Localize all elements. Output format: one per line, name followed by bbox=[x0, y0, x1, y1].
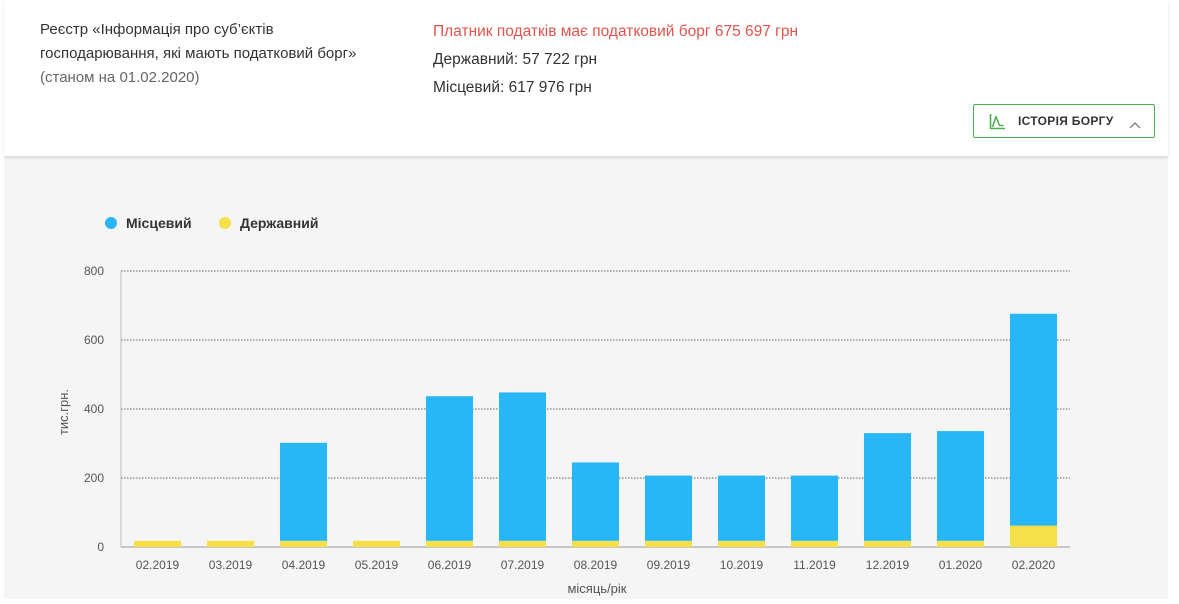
debt-summary: Платник податків має податковий борг 675… bbox=[433, 18, 798, 102]
bar-state-02.2020 bbox=[1009, 525, 1058, 547]
bar-local-04.2019 bbox=[279, 442, 328, 541]
registry-card: Реєстр «Інформація про суб’єктів господа… bbox=[4, 0, 1168, 156]
bar-state-02.2019 bbox=[133, 540, 182, 547]
bar-state-08.2019 bbox=[571, 540, 620, 547]
x-tick-label: 04.2019 bbox=[282, 558, 326, 572]
registry-title: Реєстр «Інформація про суб’єктів господа… bbox=[40, 21, 357, 62]
bar-local-11.2019 bbox=[790, 475, 839, 541]
debt-history-label: ІСТОРІЯ БОРГУ bbox=[1018, 114, 1114, 128]
chart-panel: Місцевий Державний 0 200 400 600 800 02.2019 0… bbox=[4, 156, 1168, 599]
x-tick-label: 12.2019 bbox=[866, 558, 910, 572]
x-axis-label: місяць/рік bbox=[567, 581, 626, 596]
bar-chart: 0 200 400 600 800 02.2019 03.2019 04.2019 05.201… bbox=[56, 264, 1070, 596]
registry-date: (станом на 01.02.2020) bbox=[40, 69, 200, 86]
bar-local-07.2019 bbox=[498, 392, 547, 541]
debt-history-button[interactable]: ІСТОРІЯ БОРГУ bbox=[973, 104, 1155, 138]
x-tick-label: 05.2019 bbox=[355, 558, 399, 572]
bar-local-10.2019 bbox=[717, 475, 766, 541]
registry-info: Реєстр «Інформація про суб’єктів господа… bbox=[40, 18, 380, 90]
bar-local-12.2019 bbox=[863, 433, 912, 541]
x-tick-label: 01.2020 bbox=[939, 558, 983, 572]
bar-state-07.2019 bbox=[498, 540, 547, 547]
y-tick-label: 600 bbox=[84, 333, 104, 347]
bar-state-10.2019 bbox=[717, 540, 766, 547]
y-tick-label: 0 bbox=[97, 540, 104, 554]
legend-local[interactable]: Місцевий bbox=[105, 215, 192, 231]
x-tick-label: 11.2019 bbox=[793, 558, 836, 572]
x-tick-label: 08.2019 bbox=[574, 558, 618, 572]
bar-local-09.2019 bbox=[644, 475, 693, 541]
bar-local-06.2019 bbox=[425, 396, 474, 541]
x-tick-label: 09.2019 bbox=[647, 558, 691, 572]
x-tick-label: 02.2020 bbox=[1012, 558, 1056, 572]
debt-total: Платник податків має податковий борг 675… bbox=[433, 23, 798, 40]
x-tick-label: 02.2019 bbox=[136, 558, 180, 572]
bar-state-12.2019 bbox=[863, 540, 912, 547]
bar-state-04.2019 bbox=[279, 540, 328, 547]
y-tick-label: 200 bbox=[84, 471, 104, 485]
chart-labels: 0 200 400 600 800 02.2019 03.2019 04.2019 05.201… bbox=[84, 264, 1056, 572]
debt-state: Державний: 57 722 грн bbox=[433, 51, 597, 68]
legend-state[interactable]: Державний bbox=[219, 215, 318, 231]
bar-state-09.2019 bbox=[644, 540, 693, 547]
bar-state-03.2019 bbox=[206, 540, 255, 547]
debt-local: Місцевий: 617 976 грн bbox=[433, 79, 592, 96]
y-tick-label: 800 bbox=[84, 264, 104, 278]
bar-state-05.2019 bbox=[352, 540, 401, 547]
bar-state-06.2019 bbox=[425, 540, 474, 547]
y-axis-label: тис.грн. bbox=[56, 389, 71, 435]
x-tick-label: 07.2019 bbox=[501, 558, 545, 572]
bar-state-11.2019 bbox=[790, 540, 839, 547]
legend-local-label: Місцевий bbox=[126, 215, 192, 231]
bar-local-08.2019 bbox=[571, 462, 620, 541]
chart-line-icon bbox=[989, 113, 1006, 135]
chart-bars bbox=[133, 313, 1058, 547]
bar-state-01.2020 bbox=[936, 540, 985, 547]
x-tick-label: 10.2019 bbox=[720, 558, 764, 572]
y-tick-label: 400 bbox=[84, 402, 104, 416]
bar-local-02.2020 bbox=[1009, 313, 1058, 526]
chevron-up-icon bbox=[1129, 116, 1141, 134]
x-tick-label: 03.2019 bbox=[209, 558, 253, 572]
legend-state-label: Державний bbox=[240, 215, 319, 231]
legend-state-swatch bbox=[219, 217, 231, 229]
x-tick-label: 06.2019 bbox=[428, 558, 472, 572]
legend-local-swatch bbox=[105, 217, 117, 229]
bar-local-01.2020 bbox=[936, 431, 985, 541]
